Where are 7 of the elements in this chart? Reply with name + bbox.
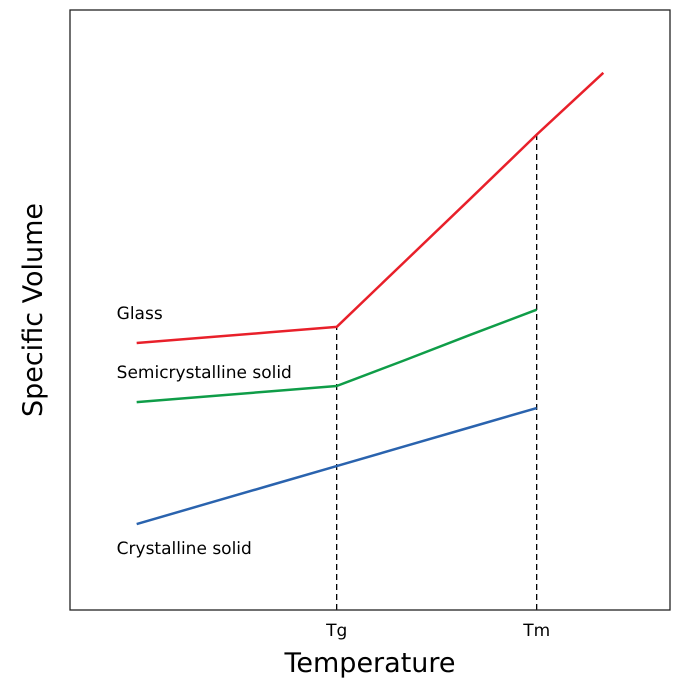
y-axis-title: Specific Volume — [18, 202, 49, 418]
x-axis-title: Temperature — [283, 648, 456, 679]
series-label: Crystalline solid — [116, 539, 252, 560]
x-tick-label: Tg — [325, 621, 348, 641]
series-label: Semicrystalline solid — [116, 363, 292, 384]
series-label: Glass — [116, 304, 163, 324]
x-tick-label: Tm — [522, 621, 550, 641]
